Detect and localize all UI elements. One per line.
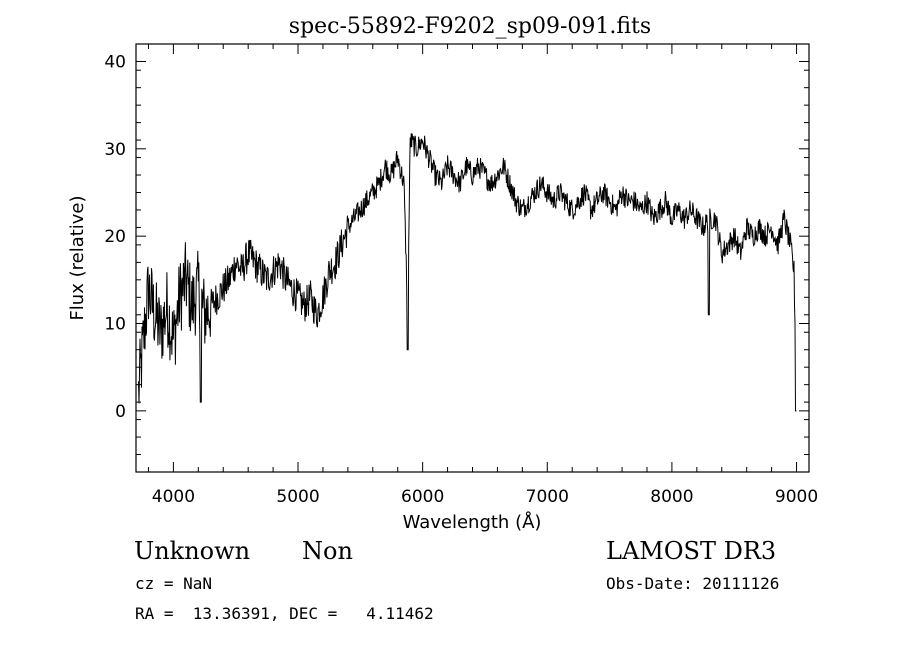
- y-tick-label: 30: [104, 140, 126, 160]
- redshift-label: cz = NaN: [135, 574, 213, 593]
- y-tick-label: 10: [104, 315, 126, 335]
- x-tick-label: 9000: [775, 487, 818, 507]
- survey-name: LAMOST DR3: [606, 537, 777, 565]
- x-tick-label: 7000: [526, 487, 569, 507]
- x-tick-label: 8000: [650, 487, 693, 507]
- object-subclass: Non: [302, 537, 353, 565]
- object-class: Unknown: [134, 537, 251, 565]
- y-tick-label: 0: [115, 402, 126, 422]
- x-tick-label: 5000: [276, 487, 319, 507]
- x-tick-label: 4000: [152, 487, 195, 507]
- flux-series-line: [138, 133, 797, 412]
- y-tick-label: 20: [104, 227, 126, 247]
- x-tick-label: 6000: [401, 487, 444, 507]
- x-axis-label: Wavelength (Å): [403, 511, 542, 533]
- y-tick-label: 40: [104, 52, 126, 72]
- coordinates: RA = 13.36391, DEC = 4.11462: [135, 604, 434, 623]
- chart-title: spec-55892-F9202_sp09-091.fits: [289, 14, 651, 39]
- y-axis-label: Flux (relative): [67, 195, 88, 320]
- obs-date: Obs-Date: 20111126: [606, 574, 780, 593]
